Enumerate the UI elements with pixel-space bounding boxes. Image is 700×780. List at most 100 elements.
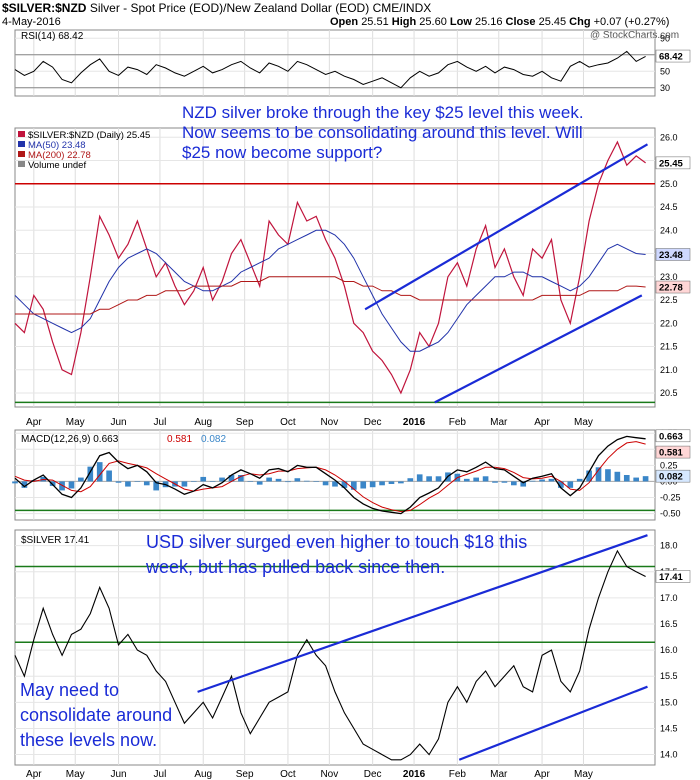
nzd-legend-swatch — [18, 161, 25, 167]
nzd-ma200-line — [15, 276, 646, 315]
macd-panel-frame — [14, 429, 656, 521]
usd-price-tag: 17.41 — [659, 572, 683, 583]
open-value: 25.51 — [361, 16, 389, 28]
macd-histogram-bar — [106, 470, 112, 482]
y-tick-label: 17.0 — [660, 593, 678, 603]
usd-price-line — [14, 549, 646, 761]
month-label: Apr — [534, 417, 550, 428]
nzd-price-tag: 25.45 — [659, 158, 683, 169]
y-tick-label: 16.0 — [660, 645, 678, 655]
month-label: Dec — [364, 417, 382, 428]
macd-histogram-bar — [96, 462, 103, 482]
macd-histogram-bar — [595, 467, 602, 482]
macd-histogram-bar — [605, 469, 611, 482]
macd-histogram-bar — [134, 481, 141, 482]
month-label: Nov — [320, 769, 338, 780]
macd-signal-tag: 0.581 — [659, 448, 683, 459]
y-tick-label: 15.5 — [660, 671, 678, 681]
nzd-legend-swatch — [18, 151, 25, 157]
macd-histogram-bar — [125, 481, 131, 487]
macd-line — [14, 435, 646, 515]
y-tick-label: -0.50 — [660, 509, 681, 519]
month-label: May — [66, 417, 85, 428]
close-value: 25.45 — [538, 16, 567, 28]
change-value: +0.07 (+0.27%) — [593, 16, 670, 28]
annotation-nzd: NZD silver broke through the key $25 lev… — [182, 103, 584, 162]
month-label: Apr — [26, 417, 42, 428]
macd-histogram-bar — [78, 477, 84, 482]
macd-histogram-bar — [181, 481, 188, 487]
rsi-legend: RSI(14) 68.42 — [21, 31, 84, 42]
y-tick-label: 25.0 — [660, 179, 678, 189]
usd-legend: $SILVER 17.41 — [21, 535, 90, 546]
ticker-symbol: $SILVER:$NZD — [2, 1, 87, 15]
y-tick-label: 24.5 — [660, 202, 678, 212]
nzd-ma50-tag: 23.48 — [659, 250, 683, 261]
macd-histogram-bar — [87, 466, 94, 482]
macd-histogram-bar — [463, 478, 470, 482]
chart-date: 4-May-2016 — [2, 16, 61, 28]
macd-histogram-bar — [153, 481, 159, 491]
macd-histogram-bar — [416, 474, 423, 482]
month-label: Sep — [236, 417, 254, 428]
macd-histogram-bar — [492, 481, 498, 483]
macd-histogram-tag-bg — [655, 469, 691, 483]
month-label: Nov — [320, 417, 338, 428]
macd-histogram-bar — [219, 477, 225, 482]
ticker-description: Silver - Spot Price (EOD)/New Zealand Do… — [89, 1, 370, 15]
y-tick-label: 21.0 — [660, 365, 678, 375]
macd-histogram-legend: 0.082 — [201, 434, 226, 445]
nzd-legend-swatch — [18, 131, 25, 137]
nzd-ma200-tag-bg — [655, 280, 691, 294]
macd-histogram-bar — [586, 470, 592, 482]
macd-histogram-bar — [529, 480, 536, 482]
high-value: 25.60 — [419, 16, 447, 28]
macd-histogram-bar — [313, 481, 319, 482]
macd-histogram-bar — [473, 477, 479, 482]
month-label: Jul — [154, 417, 167, 428]
rsi-panel-frame — [14, 29, 656, 97]
macd-histogram-bar — [501, 481, 508, 483]
nzd-legend-item: Volume undef — [28, 160, 86, 171]
y-tick-label: 24.0 — [660, 225, 678, 235]
y-tick-label: 22.0 — [660, 318, 678, 328]
y-tick-label: 18.0 — [660, 541, 678, 551]
macd-histogram-bar — [351, 481, 357, 490]
macd-histogram-bar — [59, 481, 65, 491]
usd-price-tag-bg — [655, 570, 691, 583]
macd-value-tag-bg — [655, 429, 691, 443]
macd-histogram-bar — [256, 481, 263, 485]
y-tick-label: -0.25 — [660, 493, 681, 503]
month-label: Jun — [110, 417, 126, 428]
macd-histogram-bar — [520, 481, 527, 487]
y-tick-label: 20.5 — [660, 388, 678, 398]
month-label: Oct — [280, 417, 296, 428]
exchange-label: CME/INDX — [372, 1, 432, 15]
month-label: 2016 — [403, 769, 426, 780]
chart-header-title: $SILVER:$NZD Silver - Spot Price (EOD)/N… — [2, 1, 431, 15]
macd-histogram-bar — [379, 481, 385, 486]
month-label: Aug — [194, 769, 212, 780]
y-tick-label: 50 — [660, 66, 670, 76]
macd-histogram-bar — [623, 475, 630, 482]
macd-histogram-bar — [558, 481, 564, 488]
macd-histogram-bar — [426, 476, 432, 482]
usd-trendline-1 — [197, 534, 648, 693]
macd-histogram-bar — [12, 481, 18, 484]
macd-histogram-bar — [228, 475, 235, 482]
y-tick-label: 30 — [660, 83, 670, 93]
nzd-ma200-tag: 22.78 — [659, 283, 683, 294]
macd-histogram-bar — [369, 481, 376, 488]
macd-histogram-bar — [407, 478, 414, 482]
month-label: Aug — [194, 417, 212, 428]
nzd-legend-item: $SILVER:$NZD (Daily) 25.45 — [28, 130, 150, 141]
nzd-panel-frame — [14, 127, 656, 408]
macd-signal-line — [14, 441, 646, 513]
month-label: Jun — [110, 769, 126, 780]
macd-histogram-bar — [435, 476, 442, 482]
macd-histogram-tag: 0.082 — [659, 472, 683, 483]
y-tick-label: 14.5 — [660, 723, 678, 733]
annotation-bottom: May need to consolidate around these lev… — [20, 680, 173, 750]
macd-histogram-bar — [332, 481, 338, 487]
